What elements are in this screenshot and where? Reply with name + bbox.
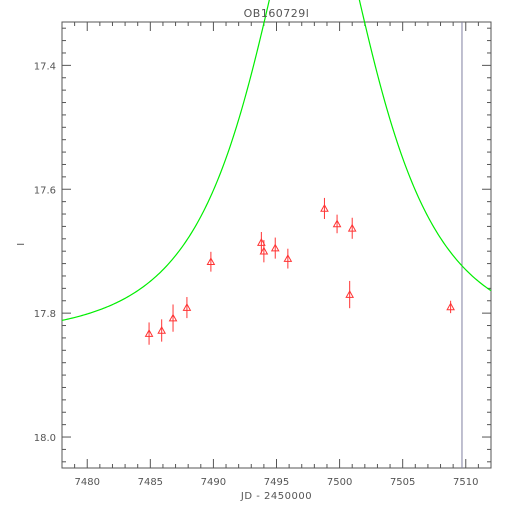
data-point bbox=[157, 325, 167, 334]
x-axis-label: JD - 2450000 bbox=[240, 491, 312, 502]
x-tick-label: 7510 bbox=[453, 477, 478, 488]
data-point bbox=[206, 257, 216, 266]
data-point bbox=[144, 329, 154, 337]
chart-title: OB160729l bbox=[244, 7, 310, 20]
x-tick-label: 7500 bbox=[327, 477, 352, 488]
data-point bbox=[259, 246, 269, 255]
plot-layer: 7480 7485 7490 7495 7500 7505 7510 17.4 17.6 17.8… bbox=[34, 0, 492, 488]
y-axis-label: I bbox=[16, 242, 27, 245]
plot-frame bbox=[61, 21, 492, 469]
data-point bbox=[283, 254, 293, 262]
x-tick-label: 7480 bbox=[75, 477, 100, 488]
y-tick-label: 17.6 bbox=[34, 185, 56, 196]
data-point bbox=[347, 223, 357, 232]
x-tick-label: 7490 bbox=[201, 477, 226, 488]
x-tick-label: 7485 bbox=[138, 477, 163, 488]
data-point bbox=[332, 219, 342, 228]
x-tick-label: 7495 bbox=[264, 477, 289, 488]
model-curve bbox=[61, 0, 492, 321]
data-point bbox=[320, 203, 329, 212]
data-point bbox=[270, 243, 280, 252]
data-point bbox=[446, 302, 455, 311]
data-point bbox=[182, 303, 192, 311]
data-point bbox=[345, 290, 355, 298]
y-tick-label: 17.8 bbox=[34, 309, 56, 320]
data-point bbox=[168, 313, 178, 322]
y-tick-label: 17.4 bbox=[34, 61, 56, 72]
data-point bbox=[257, 237, 266, 246]
y-tick-label: 18.0 bbox=[34, 433, 56, 444]
x-tick-label: 7505 bbox=[390, 477, 415, 488]
